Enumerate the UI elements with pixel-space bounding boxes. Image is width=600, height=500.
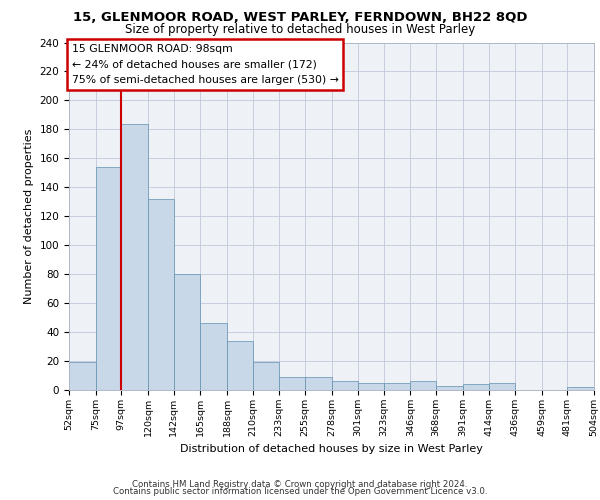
Bar xyxy=(148,199,173,390)
Bar xyxy=(227,341,253,390)
Bar xyxy=(96,167,121,390)
Bar xyxy=(305,377,332,390)
Bar xyxy=(358,383,384,390)
Bar xyxy=(200,324,227,390)
Text: Contains public sector information licensed under the Open Government Licence v3: Contains public sector information licen… xyxy=(113,487,487,496)
Bar xyxy=(490,383,515,390)
Text: Size of property relative to detached houses in West Parley: Size of property relative to detached ho… xyxy=(125,22,475,36)
Bar xyxy=(410,382,436,390)
Text: Contains HM Land Registry data © Crown copyright and database right 2024.: Contains HM Land Registry data © Crown c… xyxy=(132,480,468,489)
Bar xyxy=(69,362,96,390)
Bar xyxy=(463,384,490,390)
Y-axis label: Number of detached properties: Number of detached properties xyxy=(24,128,34,304)
Text: 15 GLENMOOR ROAD: 98sqm
← 24% of detached houses are smaller (172)
75% of semi-d: 15 GLENMOOR ROAD: 98sqm ← 24% of detache… xyxy=(71,44,338,86)
Bar xyxy=(121,124,148,390)
Bar xyxy=(253,362,279,390)
X-axis label: Distribution of detached houses by size in West Parley: Distribution of detached houses by size … xyxy=(180,444,483,454)
Bar xyxy=(332,382,358,390)
Bar xyxy=(567,387,594,390)
Bar xyxy=(436,386,463,390)
Bar xyxy=(279,377,305,390)
Text: 15, GLENMOOR ROAD, WEST PARLEY, FERNDOWN, BH22 8QD: 15, GLENMOOR ROAD, WEST PARLEY, FERNDOWN… xyxy=(73,11,527,24)
Bar xyxy=(173,274,200,390)
Bar xyxy=(384,383,410,390)
